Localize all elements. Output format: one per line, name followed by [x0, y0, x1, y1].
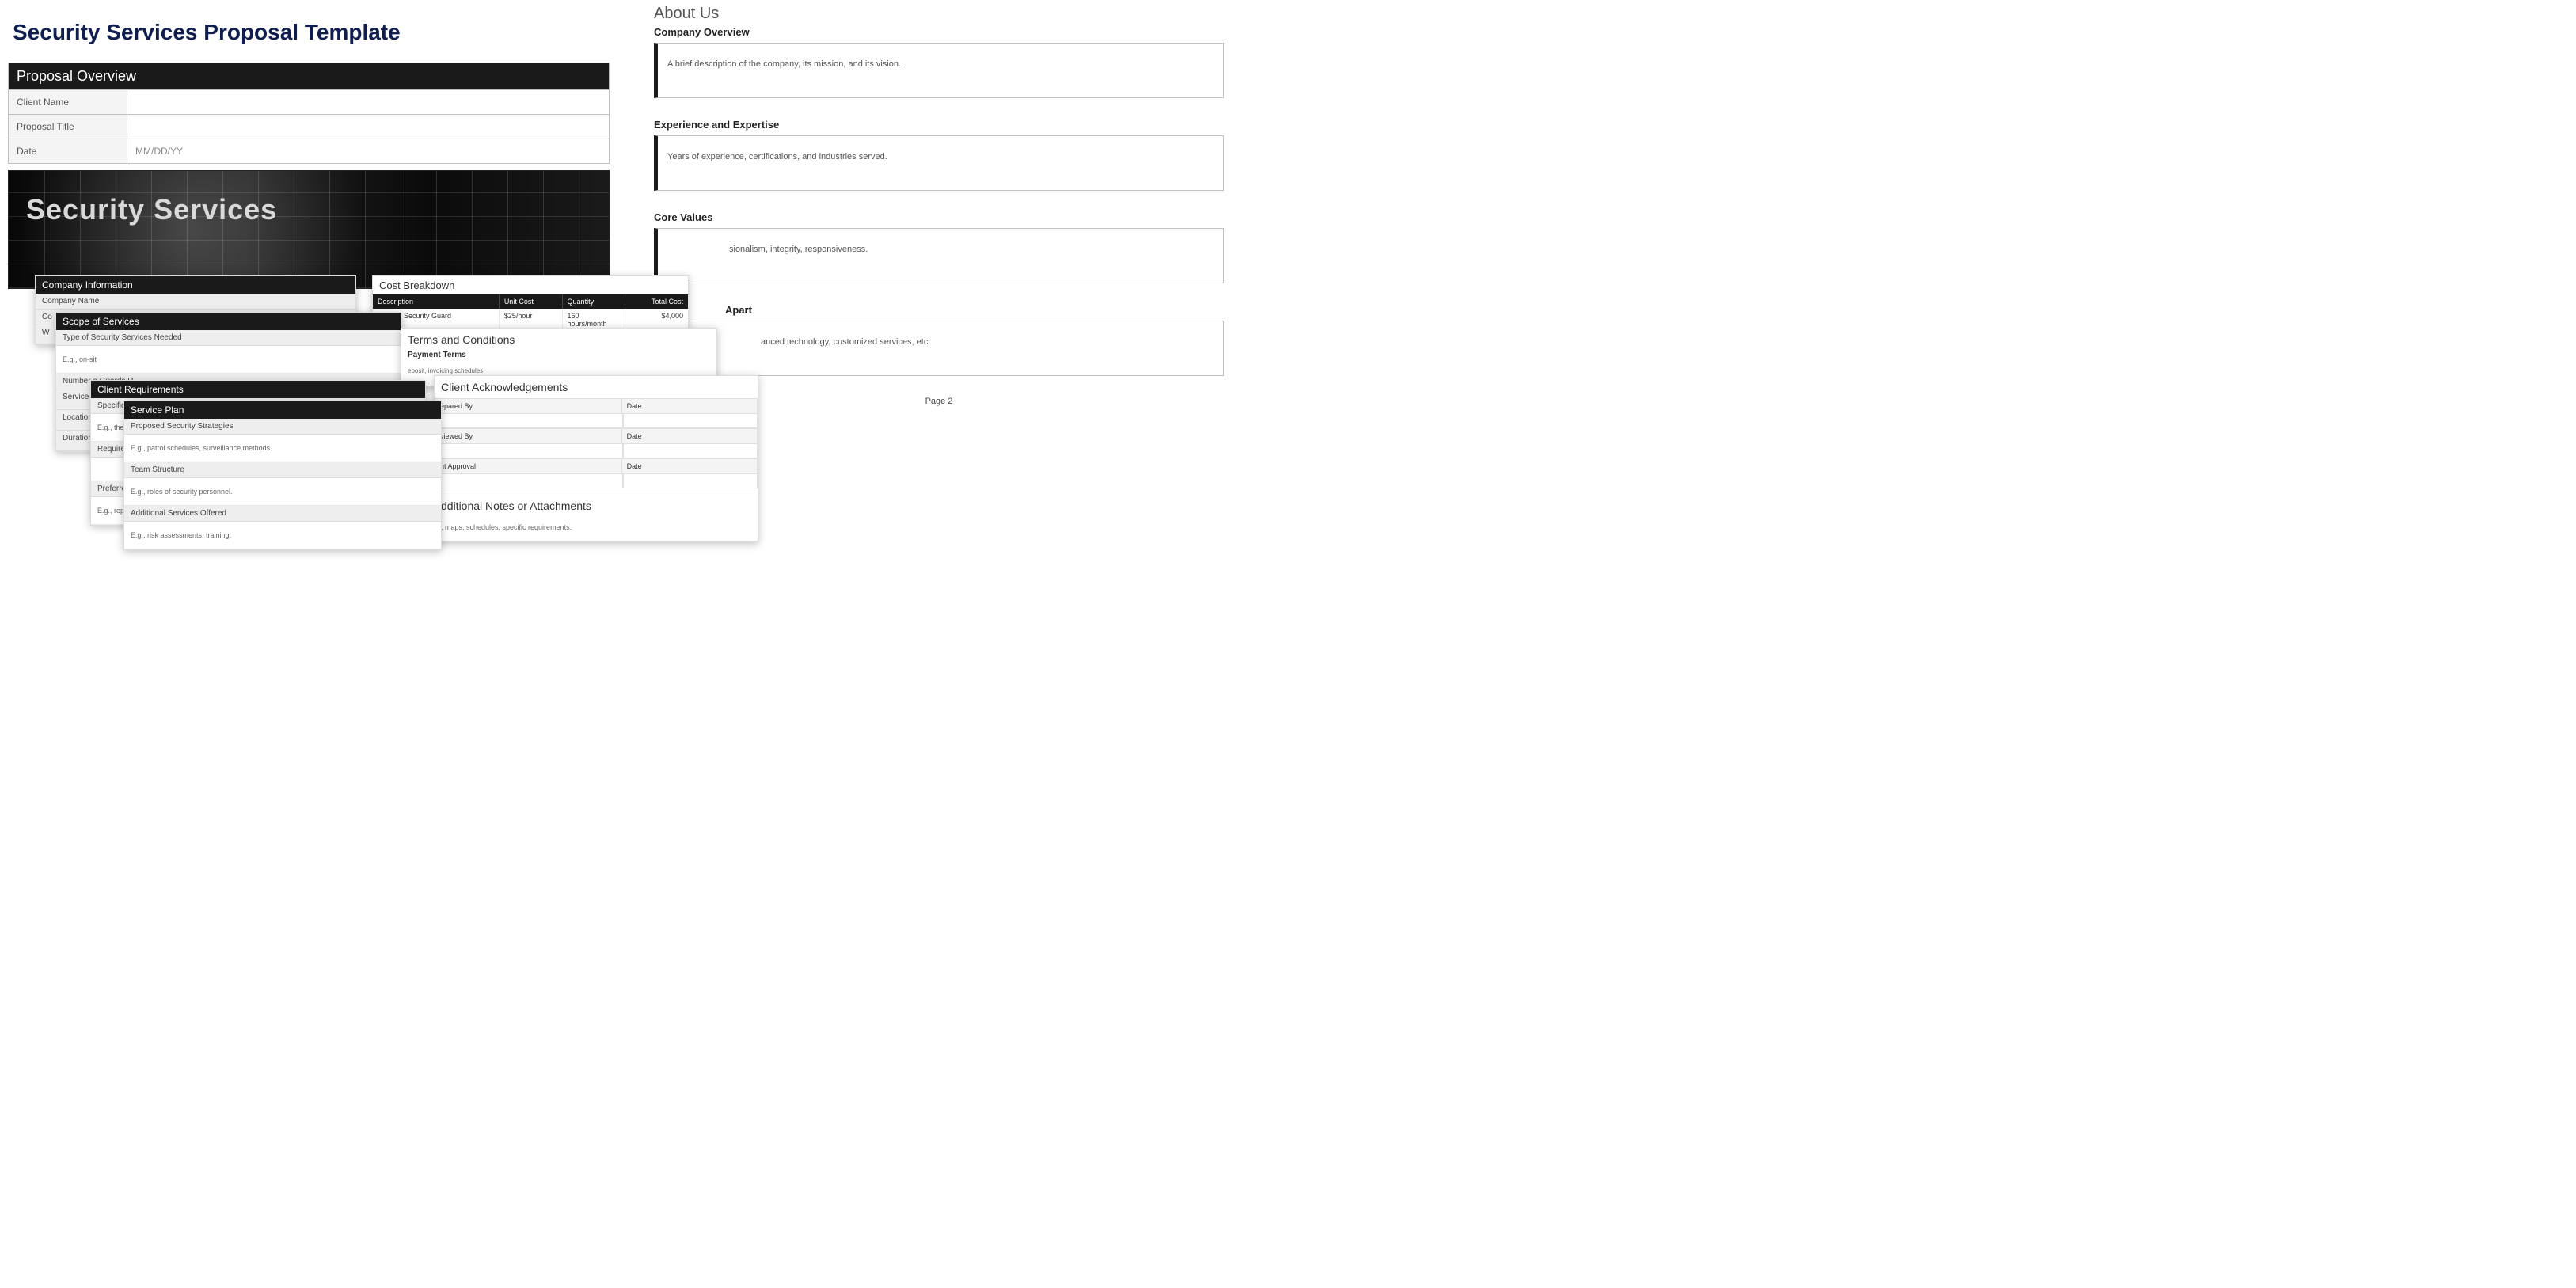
card-service-plan: Service Plan Proposed Security Strategie…	[123, 401, 442, 550]
sig-date-label: Date	[621, 398, 758, 414]
card-body: E.g., on-sit	[56, 346, 401, 374]
sig-date-label: Date	[621, 428, 758, 444]
card-title: Cost Breakdown	[373, 276, 688, 294]
about-section-title: Company Overview	[654, 26, 1224, 38]
th: Unit Cost	[500, 294, 563, 309]
card-header: Service Plan	[124, 401, 441, 419]
overview-row-label: Proposal Title	[9, 115, 127, 139]
sig-label: viewed By	[435, 428, 621, 444]
overview-row-value[interactable]	[127, 115, 609, 139]
about-section-body: Years of experience, certifications, and…	[667, 152, 887, 161]
overview-row: Client Name	[9, 89, 609, 114]
sig-date-label: Date	[621, 458, 758, 474]
signature-row: nt Approval Date	[435, 458, 758, 474]
about-section-body: sionalism, integrity, responsiveness.	[729, 245, 868, 254]
signature-blank[interactable]	[435, 444, 758, 458]
about-section-block[interactable]: sionalism, integrity, responsiveness.	[654, 228, 1224, 283]
card-sub: Additional Services Offered	[124, 506, 441, 522]
card-header: Company Information	[36, 276, 355, 294]
th: Total Cost	[625, 294, 688, 309]
about-section-title: Experience and Expertise	[654, 119, 1224, 131]
signature-blank[interactable]	[435, 474, 758, 488]
notes-title: dditional Notes or Attachments	[435, 488, 758, 514]
signature-row: viewed By Date	[435, 428, 758, 444]
card-body: E.g., risk assessments, training.	[124, 522, 441, 549]
about-us-heading: About Us	[654, 5, 1224, 23]
card-title: Terms and Conditions	[401, 329, 716, 351]
overview-row-label: Date	[9, 139, 127, 163]
main-title: Security Services Proposal Template	[13, 20, 605, 45]
card-body: E.g., patrol schedules, surveillance met…	[124, 435, 441, 462]
notes-body: , maps, schedules, specific requirements…	[435, 514, 758, 541]
sig-label: nt Approval	[435, 458, 621, 474]
signature-blank[interactable]	[435, 414, 758, 428]
about-section-body: A brief description of the company, its …	[667, 59, 901, 69]
about-section-block[interactable]: Years of experience, certifications, and…	[654, 135, 1224, 191]
cost-table-header: Description Unit Cost Quantity Total Cos…	[373, 294, 688, 309]
th: Description	[373, 294, 500, 309]
card-sub-bold: Payment Terms	[401, 351, 716, 363]
about-section-body: anced technology, customized services, e…	[761, 337, 930, 347]
about-section-block[interactable]: A brief description of the company, its …	[654, 43, 1224, 98]
signature-row: epared By Date	[435, 398, 758, 414]
hero-text: Security Services	[26, 193, 277, 226]
proposal-overview-box: Proposal Overview Client Name Proposal T…	[8, 63, 610, 164]
about-section-title: Core Values	[654, 211, 1224, 223]
card-sub: Type of Security Services Needed	[56, 330, 401, 346]
card-client-acknowledgements: Client Acknowledgements epared By Date v…	[434, 375, 758, 542]
about-section-block[interactable]: anced technology, customized services, e…	[654, 321, 1224, 376]
about-section-title: Apart	[654, 304, 1224, 316]
overview-header: Proposal Overview	[9, 63, 609, 89]
overview-row: Proposal Title	[9, 114, 609, 139]
card-header: Client Requirements	[91, 381, 425, 398]
card-header: Scope of Services	[56, 313, 401, 330]
page-2-panel: About Us Company Overview A brief descri…	[654, 5, 1224, 406]
overview-row: Date MM/DD/YY	[9, 139, 609, 163]
card-sub: Team Structure	[124, 462, 441, 478]
card-sub: Company Name	[36, 294, 355, 310]
overview-row-value[interactable]: MM/DD/YY	[127, 139, 609, 163]
overview-row-label: Client Name	[9, 90, 127, 114]
card-sub: Proposed Security Strategies	[124, 419, 441, 435]
hero-banner: Security Services	[8, 170, 610, 289]
card-body: E.g., roles of security personnel.	[124, 478, 441, 506]
th: Quantity	[563, 294, 626, 309]
overview-row-value[interactable]	[127, 90, 609, 114]
card-title: Client Acknowledgements	[435, 376, 758, 398]
sig-label: epared By	[435, 398, 621, 414]
template-left-panel: Security Services Proposal Template Prop…	[8, 8, 610, 289]
